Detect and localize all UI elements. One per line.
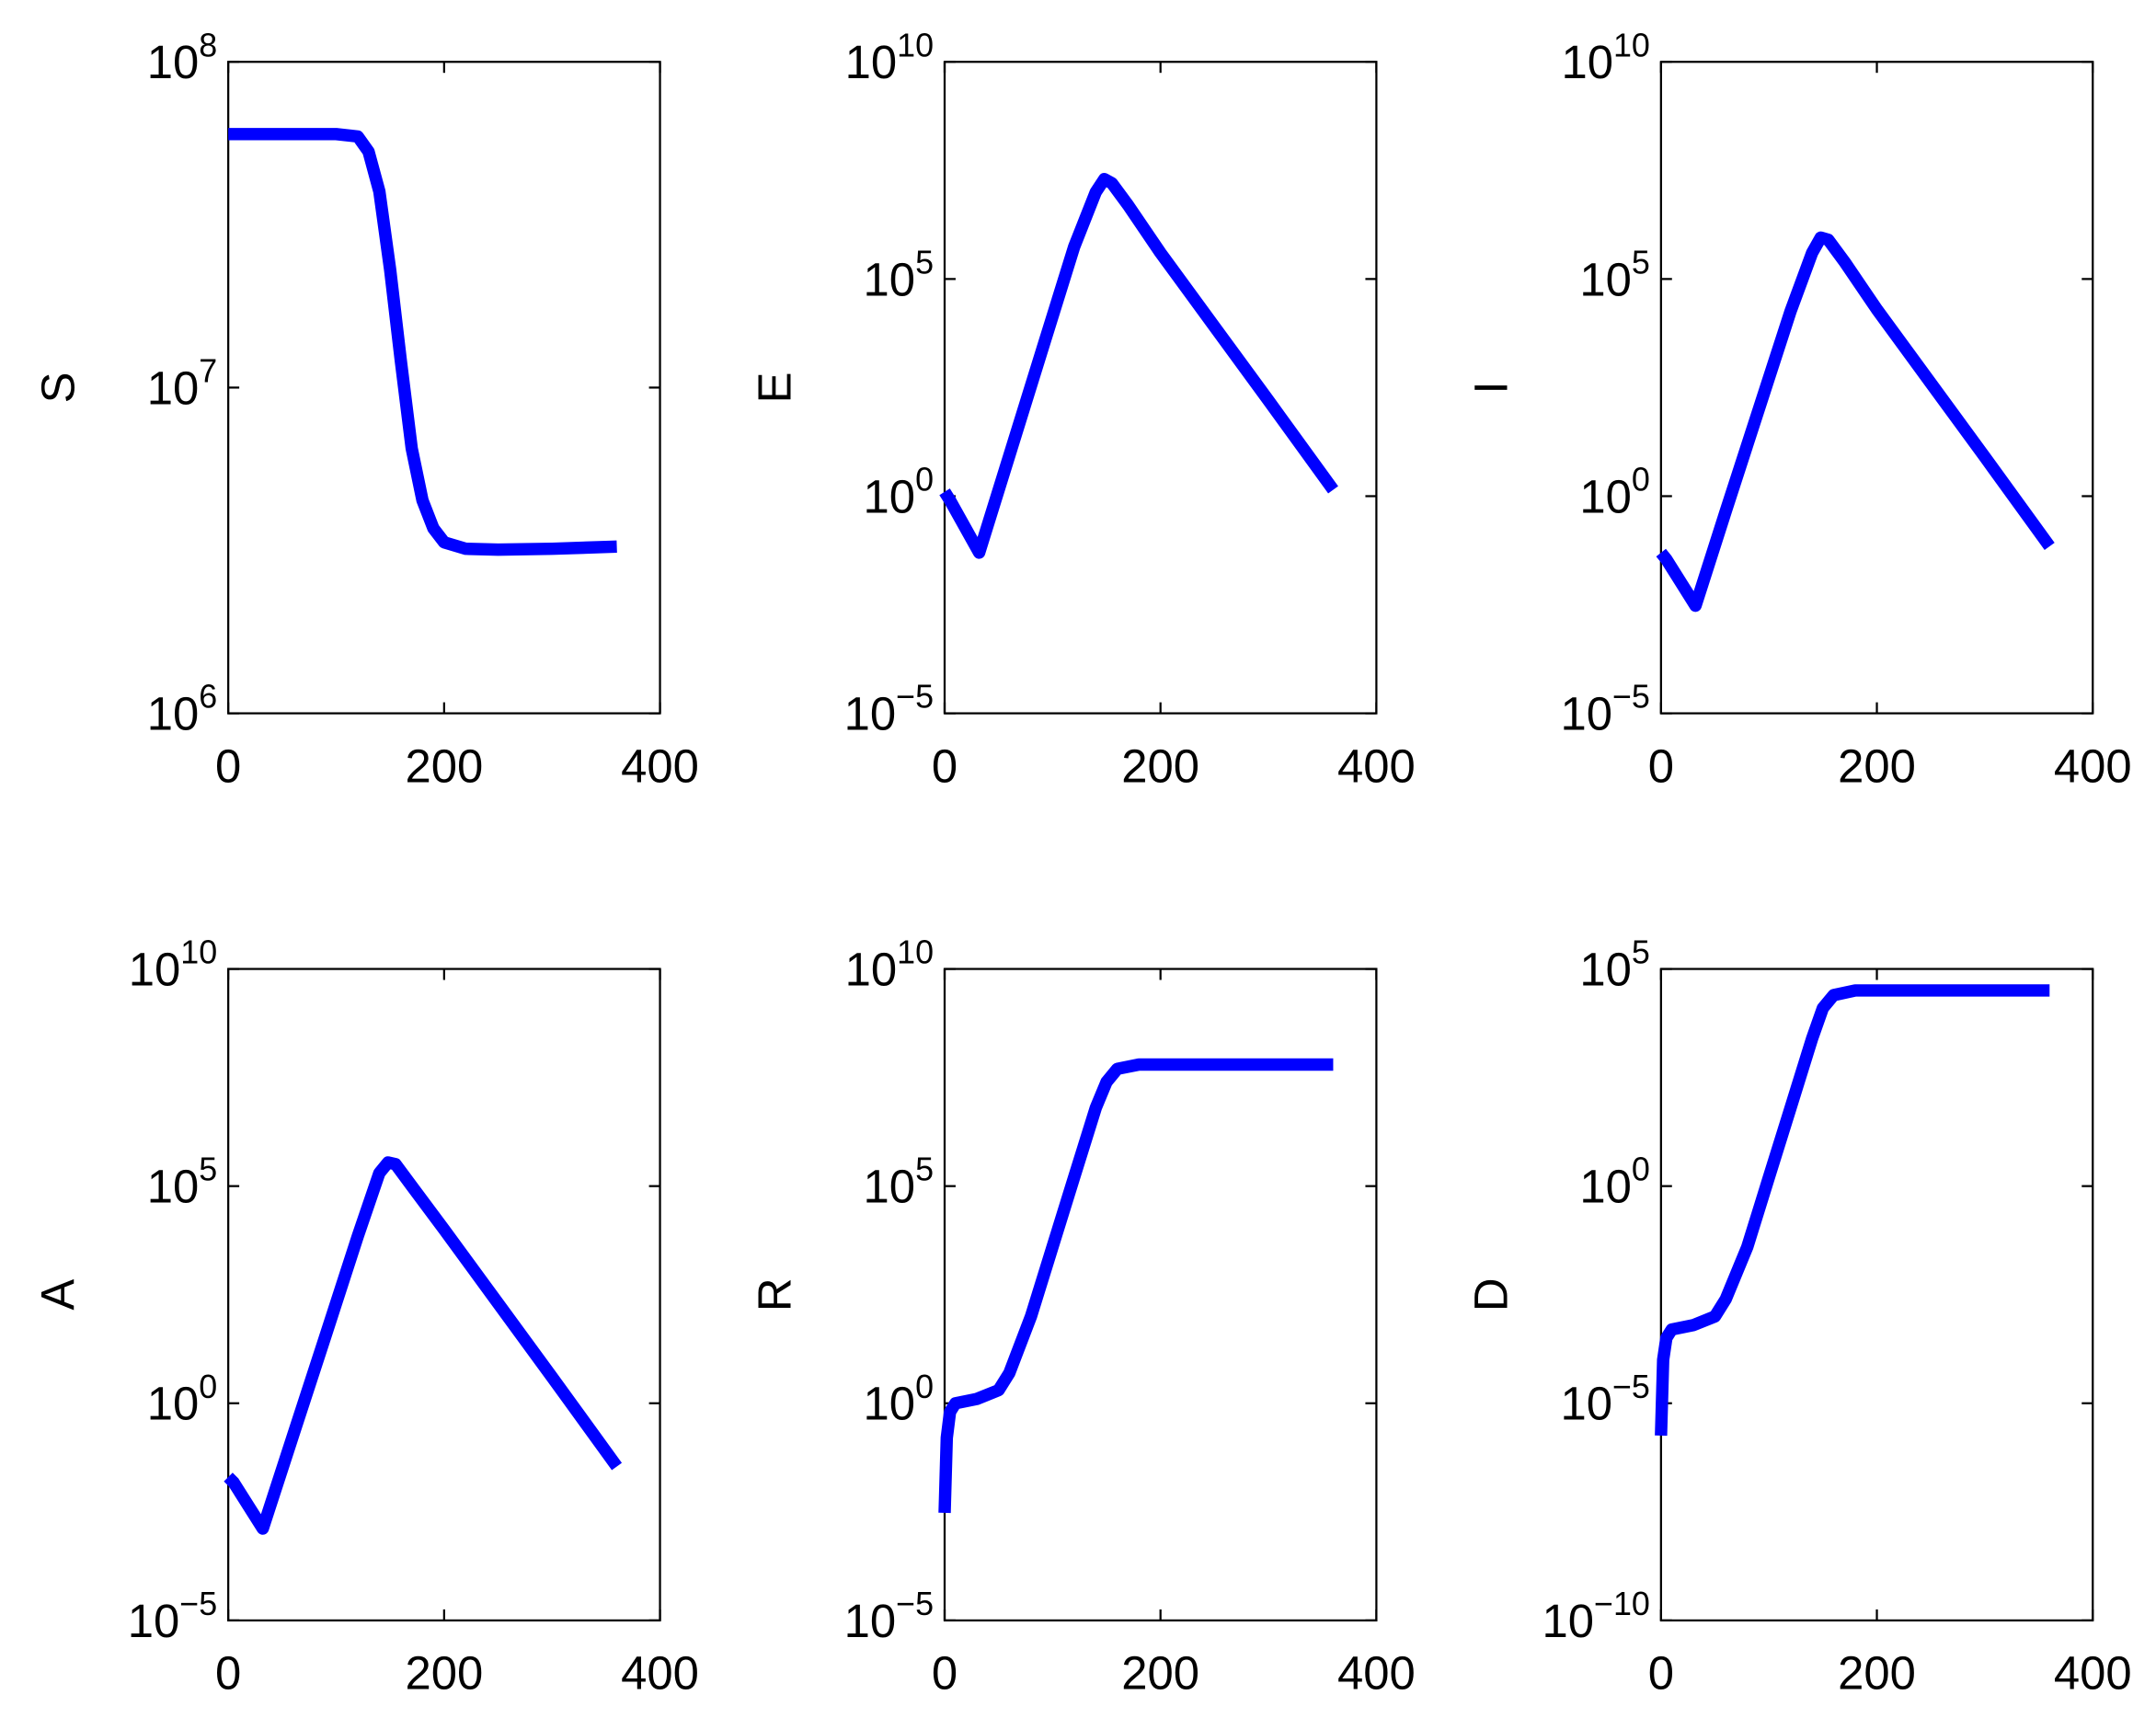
x-tick-label: 200	[1838, 1647, 1916, 1700]
y-tick-label: 1010	[129, 934, 217, 996]
y-tick-label: 10−10	[1542, 1586, 1650, 1647]
x-tick-label: 400	[621, 739, 699, 792]
x-tick-label: 400	[1337, 1647, 1416, 1700]
y-axis-label: I	[1464, 381, 1517, 394]
y-axis-label: D	[1464, 1277, 1517, 1311]
y-tick-label: 1010	[1561, 27, 1649, 88]
y-tick-label: 108	[147, 27, 217, 88]
y-tick-label: 1010	[845, 934, 934, 996]
x-tick-label: 0	[1648, 1647, 1674, 1700]
x-tick-label: 400	[2054, 1647, 2132, 1700]
y-tick-label: 10−5	[844, 679, 934, 740]
y-tick-label: 105	[1579, 934, 1649, 996]
x-tick-label: 0	[215, 1647, 241, 1700]
data-line	[939, 172, 1338, 559]
y-tick-label: 10−5	[1560, 679, 1649, 740]
y-tick-label: 100	[864, 1369, 934, 1430]
data-line	[938, 1058, 1334, 1514]
x-tick-label: 200	[1121, 739, 1199, 792]
y-axis-label: R	[749, 1277, 801, 1311]
y-tick-label: 105	[147, 1151, 217, 1213]
x-tick-label: 0	[1648, 739, 1674, 792]
y-tick-label: 105	[864, 244, 934, 305]
y-tick-label: 10−5	[128, 1586, 217, 1647]
y-axis-label: E	[749, 372, 801, 403]
x-tick-label: 200	[1121, 1647, 1199, 1700]
x-tick-label: 0	[215, 739, 241, 792]
y-tick-label: 10−5	[1560, 1369, 1649, 1430]
y-tick-label: 100	[864, 462, 934, 523]
y-tick-label: 100	[1579, 1151, 1649, 1213]
plot-frame	[1659, 61, 2094, 715]
y-tick-label: 100	[147, 1369, 217, 1430]
x-tick-label: 200	[1838, 739, 1916, 792]
x-tick-label: 0	[932, 739, 958, 792]
y-tick-label: 10−5	[844, 1586, 934, 1647]
y-axis-label: S	[32, 372, 85, 403]
x-tick-label: 400	[621, 1647, 699, 1700]
x-tick-label: 400	[2054, 739, 2132, 792]
y-tick-label: 105	[1579, 244, 1649, 305]
y-tick-label: 107	[147, 352, 217, 414]
x-tick-label: 200	[405, 739, 483, 792]
data-line	[1655, 984, 2050, 1437]
y-tick-label: 100	[1579, 462, 1649, 523]
y-axis-label: A	[32, 1279, 85, 1311]
x-tick-label: 0	[932, 1647, 958, 1700]
x-tick-label: 200	[405, 1647, 483, 1700]
data-line	[1656, 231, 2055, 613]
plot-frame	[943, 61, 1378, 715]
y-tick-label: 105	[864, 1151, 934, 1213]
plot-frame	[227, 61, 661, 715]
y-tick-label: 1010	[845, 27, 934, 88]
data-line	[228, 128, 617, 556]
y-tick-label: 106	[147, 679, 217, 740]
x-tick-label: 400	[1337, 739, 1416, 792]
plot-frame	[227, 968, 661, 1622]
data-line	[224, 1156, 623, 1535]
